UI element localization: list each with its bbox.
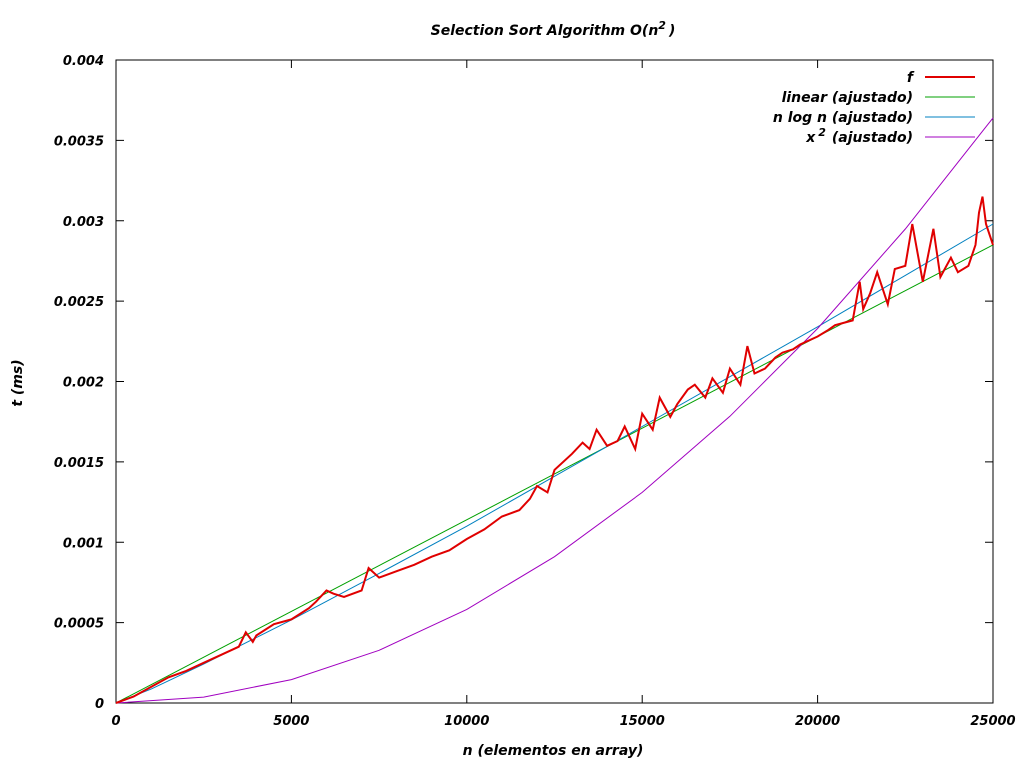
legend: f linear (ajustado) n log n (ajustado)x 2 (a… — [773, 70, 975, 146]
y-tick-label: 0.003 — [63, 215, 104, 230]
legend-label-3: x 2 (ajustado) — [805, 126, 913, 146]
series-line-0 — [115, 196, 994, 704]
series-lines — [115, 117, 994, 704]
y-tick-label: 0.0015 — [54, 456, 104, 471]
x-axis-label: n (elementos en array) — [463, 743, 644, 759]
x-tick-label: 20000 — [795, 714, 840, 729]
y-tick-label: 0.002 — [63, 376, 104, 391]
y-tick-label: 0 — [95, 697, 104, 712]
x-tick-label: 10000 — [444, 714, 489, 729]
y-tick-label: 0.001 — [63, 536, 104, 551]
series-line-3 — [115, 117, 994, 704]
x-tick-label: 0 — [111, 714, 120, 729]
x-tick-label: 15000 — [620, 714, 665, 729]
y-axis-label: t (ms) — [10, 359, 26, 406]
y-tick-label: 0.0035 — [54, 134, 104, 149]
series-line-2 — [115, 223, 994, 704]
chart-title: Selection Sort Algorithm O(n2) — [431, 19, 676, 39]
x-tick-label: 5000 — [273, 714, 309, 729]
y-tick-label: 0.004 — [63, 54, 104, 69]
x-axis: 0 5000 10000 15000 20000 25000 — [111, 60, 1016, 729]
legend-label-0: f — [907, 70, 915, 86]
legend-label-1: linear (ajustado) — [782, 90, 913, 106]
y-tick-label: 0.0025 — [54, 295, 104, 310]
x-tick-label: 25000 — [970, 714, 1015, 729]
y-tick-label: 0.0005 — [54, 617, 104, 632]
legend-label-2: n log n (ajustado) — [773, 110, 913, 126]
y-axis: 0 0.0005 0.001 0.0015 0.002 0.0025 0.003 0.0035… — [54, 54, 993, 712]
plot-frame — [115, 59, 994, 704]
